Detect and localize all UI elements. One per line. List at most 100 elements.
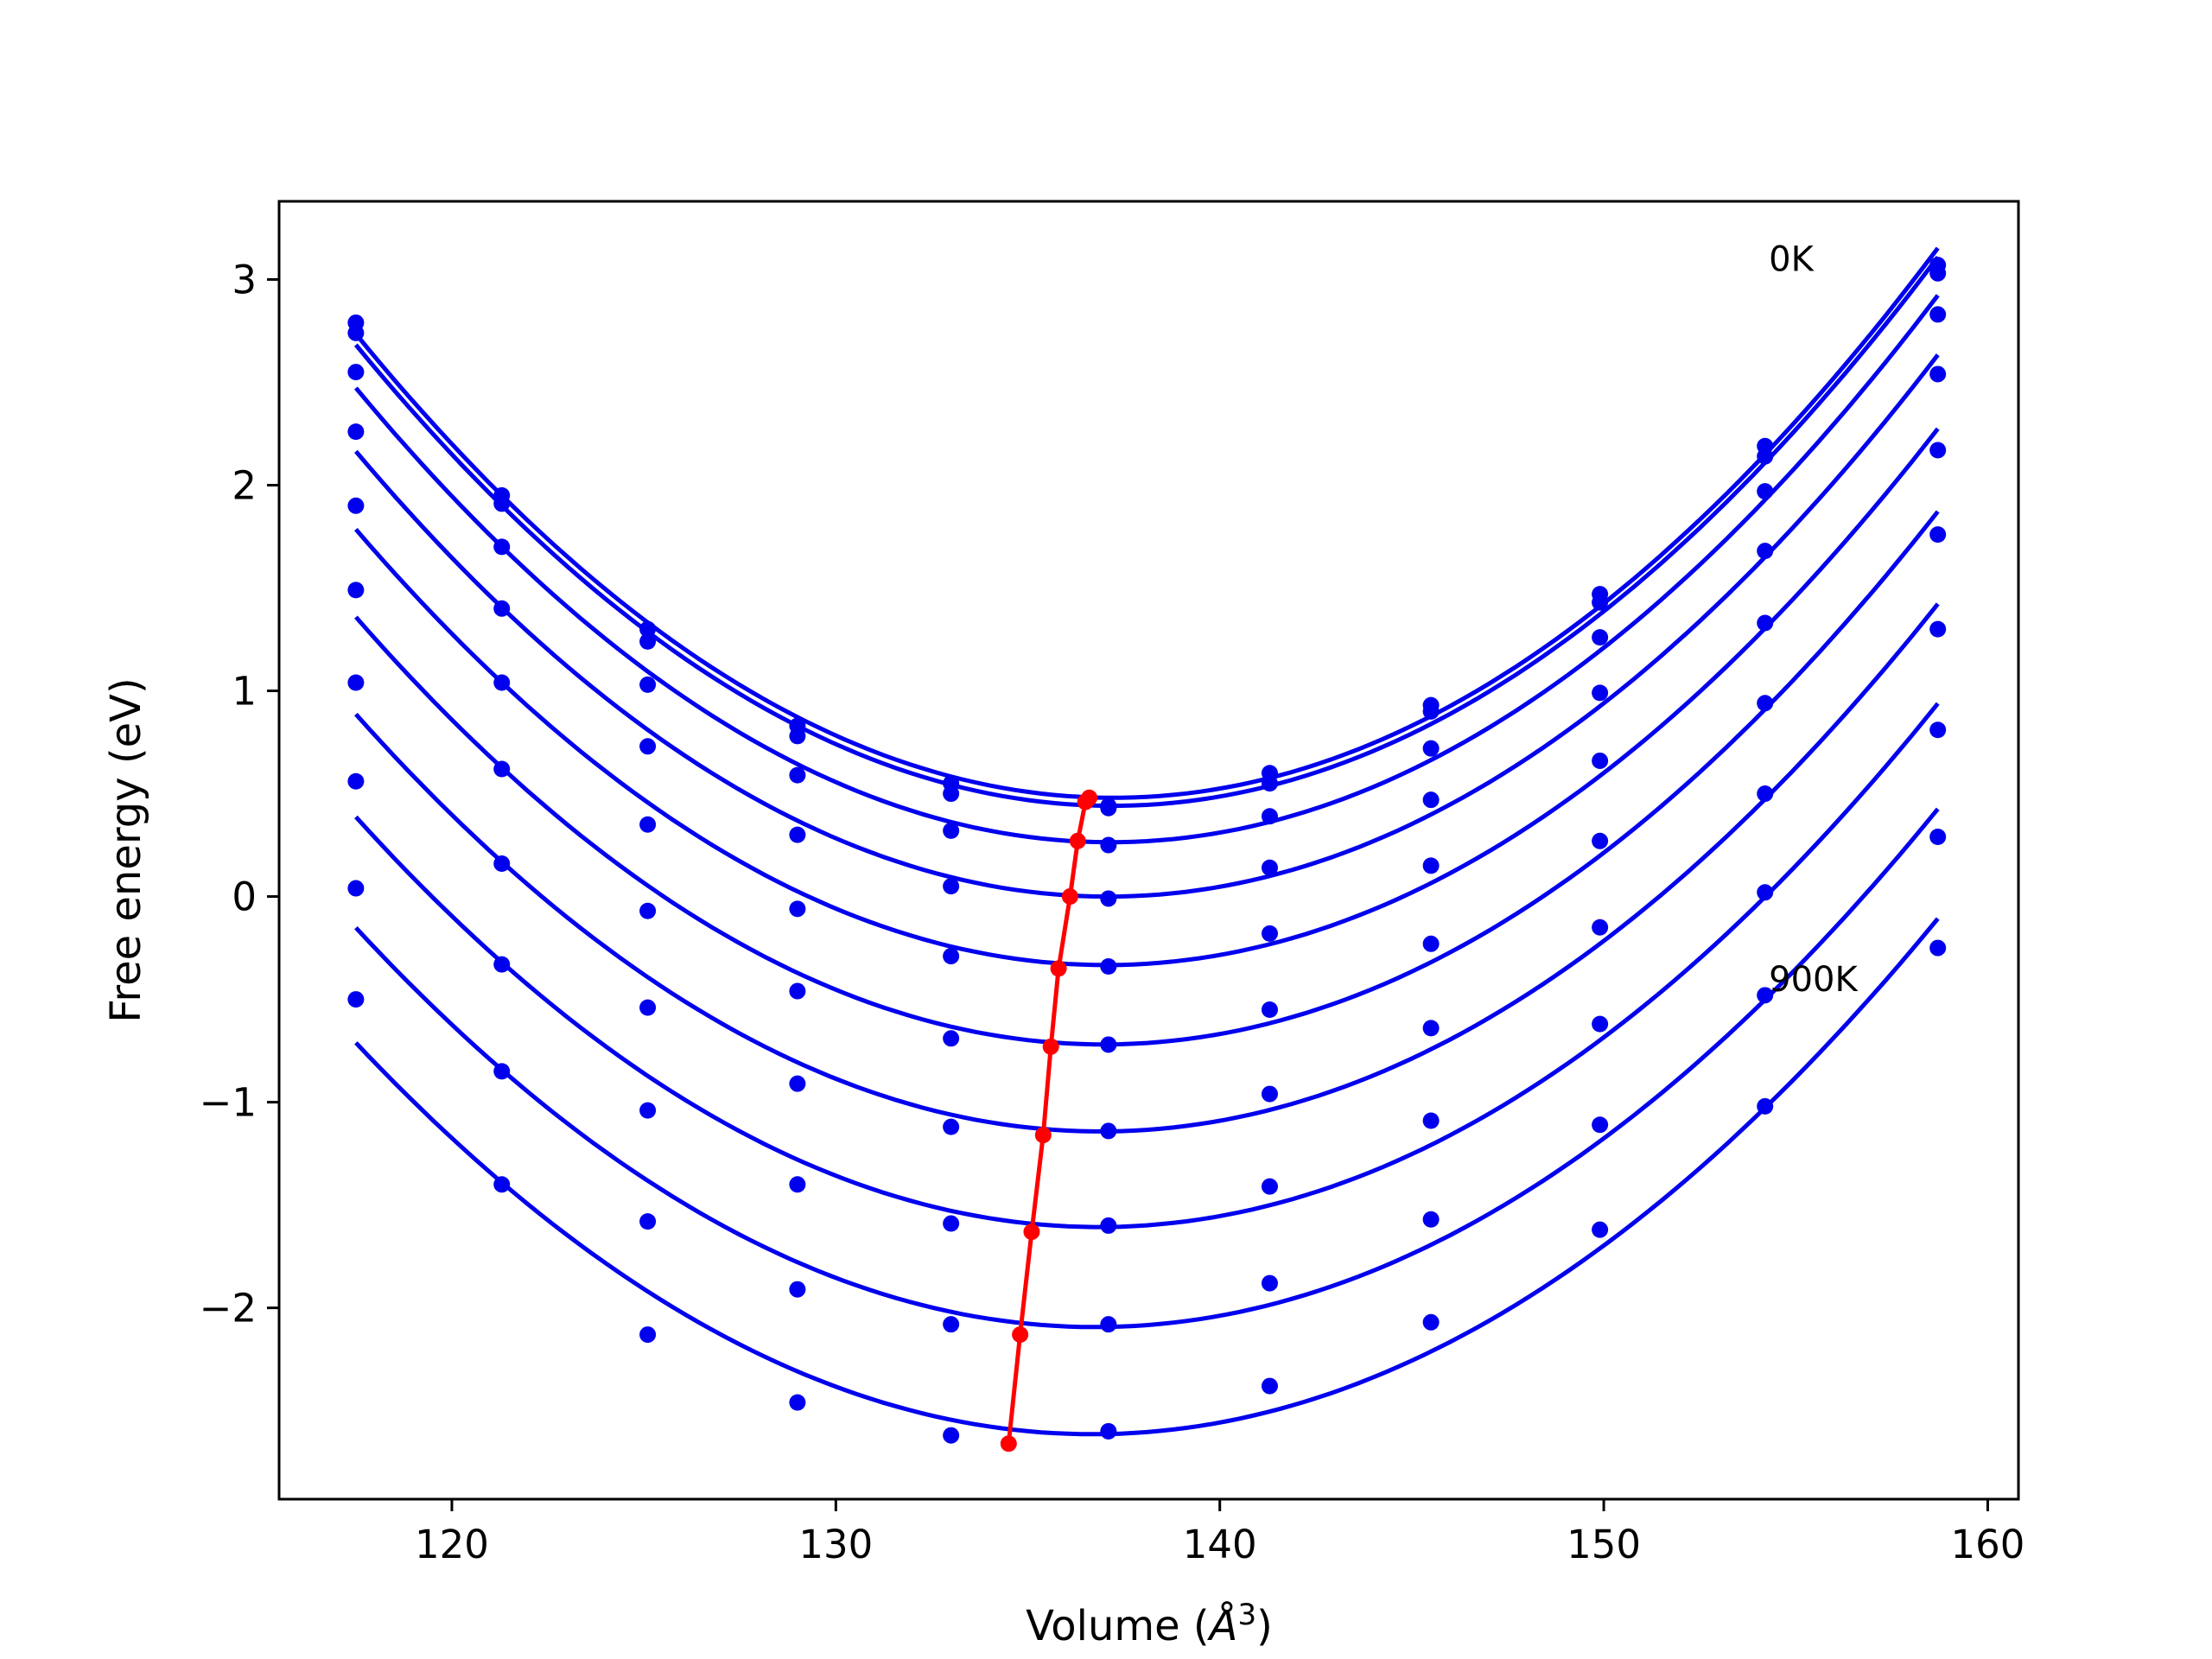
series-6-point-0 — [347, 674, 365, 691]
series-3-point-4 — [943, 878, 960, 895]
series-5-point-7 — [1422, 935, 1440, 952]
series-8-point-8 — [1592, 1116, 1609, 1134]
series-8-point-10 — [1929, 829, 1947, 846]
series-2-point-6 — [1261, 808, 1278, 825]
series-6-point-7 — [1422, 1020, 1440, 1037]
series-2-point-5 — [1100, 836, 1117, 854]
series-1-point-2 — [639, 632, 657, 650]
series-1-point-7 — [1422, 702, 1440, 720]
minima-point-9 — [1000, 1435, 1017, 1452]
y-tick-label-2: 0 — [232, 874, 257, 920]
curves-layer — [347, 246, 1947, 1444]
minima-point-6 — [1034, 1127, 1052, 1144]
annotation-0: 0K — [1769, 240, 1815, 280]
series-9 — [347, 917, 1947, 1444]
series-7-point-1 — [493, 956, 511, 973]
series-4-point-2 — [639, 816, 657, 833]
x-axis-label: Volume (Å3) — [1026, 1598, 1273, 1650]
y-tick-label-3: 1 — [232, 669, 257, 715]
series-8-point-4 — [943, 1316, 960, 1333]
series-6-point-9 — [1757, 785, 1774, 803]
series-2-fit-line — [353, 294, 1940, 845]
series-2-point-10 — [1929, 306, 1947, 323]
annotation-1: 900K — [1769, 960, 1859, 1000]
series-7-point-5 — [1100, 1217, 1117, 1234]
series-3-point-7 — [1422, 791, 1440, 809]
series-8-point-0 — [347, 880, 365, 897]
series-9-point-8 — [1592, 1221, 1609, 1238]
series-8-point-9 — [1757, 987, 1774, 1004]
series-9-point-1 — [493, 1176, 511, 1193]
series-4-point-4 — [943, 948, 960, 965]
x-tick-label-3: 150 — [1567, 1522, 1641, 1567]
minima-line — [1006, 796, 1091, 1444]
series-6-point-4 — [943, 1118, 960, 1135]
series-1-point-6 — [1261, 775, 1278, 792]
series-9-point-6 — [1261, 1377, 1278, 1395]
series-7-fit-line — [354, 702, 1940, 1230]
series-9-point-4 — [943, 1427, 960, 1444]
series-1-point-5 — [1100, 799, 1117, 817]
series-7-point-7 — [1422, 1112, 1440, 1129]
series-9-point-7 — [1422, 1313, 1440, 1331]
series-3-point-8 — [1592, 684, 1609, 702]
series-4-point-0 — [347, 497, 365, 514]
y-tick-label-1: −1 — [200, 1080, 257, 1126]
series-1-fit-line — [353, 255, 1940, 808]
series-8-point-2 — [639, 1213, 657, 1230]
series-9-point-9 — [1757, 1097, 1774, 1115]
series-2-point-8 — [1592, 629, 1609, 646]
series-5-point-0 — [347, 582, 365, 599]
series-9-point-10 — [1929, 939, 1947, 957]
series-7-point-4 — [943, 1215, 960, 1232]
series-3-point-1 — [493, 600, 511, 617]
series-5-point-8 — [1592, 832, 1609, 849]
series-9-point-2 — [639, 1326, 657, 1344]
y-tick-label-5: 3 — [232, 257, 257, 302]
series-2 — [347, 294, 1947, 854]
series-6-fit-line — [354, 602, 1940, 1134]
y-axis-ticks: −2 −1 0 1 2 3 — [200, 257, 279, 1332]
series-1 — [347, 255, 1947, 817]
series-2-point-1 — [493, 538, 511, 556]
minima-point-4 — [1050, 960, 1067, 977]
series-4-point-10 — [1929, 442, 1947, 459]
series-1-point-0 — [347, 324, 365, 341]
series-1-point-8 — [1592, 594, 1609, 611]
series-2-point-4 — [943, 822, 960, 839]
series-3-point-6 — [1261, 859, 1278, 876]
series-2-point-9 — [1757, 483, 1774, 500]
series-7-point-2 — [639, 1102, 657, 1119]
series-7-point-8 — [1592, 1015, 1609, 1033]
series-9-fit-line — [354, 917, 1940, 1437]
series-6-point-6 — [1261, 1085, 1278, 1103]
series-3-point-9 — [1757, 543, 1774, 560]
series-3-point-10 — [1929, 365, 1947, 383]
series-8-point-1 — [493, 1063, 511, 1080]
minima-layer — [1000, 789, 1098, 1452]
series-2-point-0 — [347, 364, 365, 381]
series-5-point-6 — [1261, 1001, 1278, 1018]
series-5-point-9 — [1757, 695, 1774, 712]
series-4-point-6 — [1261, 925, 1278, 942]
series-1-point-9 — [1757, 448, 1774, 465]
minima-point-8 — [1012, 1326, 1029, 1344]
series-5-point-1 — [493, 760, 511, 778]
series-8-point-6 — [1261, 1274, 1278, 1292]
series-6-point-1 — [493, 855, 511, 872]
minima-point-1 — [1077, 793, 1094, 810]
series-7 — [347, 702, 1947, 1234]
series-3-fit-line — [353, 353, 1940, 899]
series-1-point-4 — [943, 785, 960, 803]
minima-point-5 — [1042, 1038, 1059, 1055]
series-6-point-8 — [1592, 918, 1609, 936]
series-5 — [347, 510, 1947, 1053]
series-7-point-0 — [347, 772, 365, 790]
series-4-point-8 — [1592, 752, 1609, 769]
series-4-point-9 — [1757, 614, 1774, 632]
y-axis-label: Free energy (eV) — [102, 677, 150, 1022]
series-4-point-3 — [789, 900, 806, 918]
series-7-point-6 — [1261, 1178, 1278, 1195]
plot-frame — [277, 200, 2020, 1501]
